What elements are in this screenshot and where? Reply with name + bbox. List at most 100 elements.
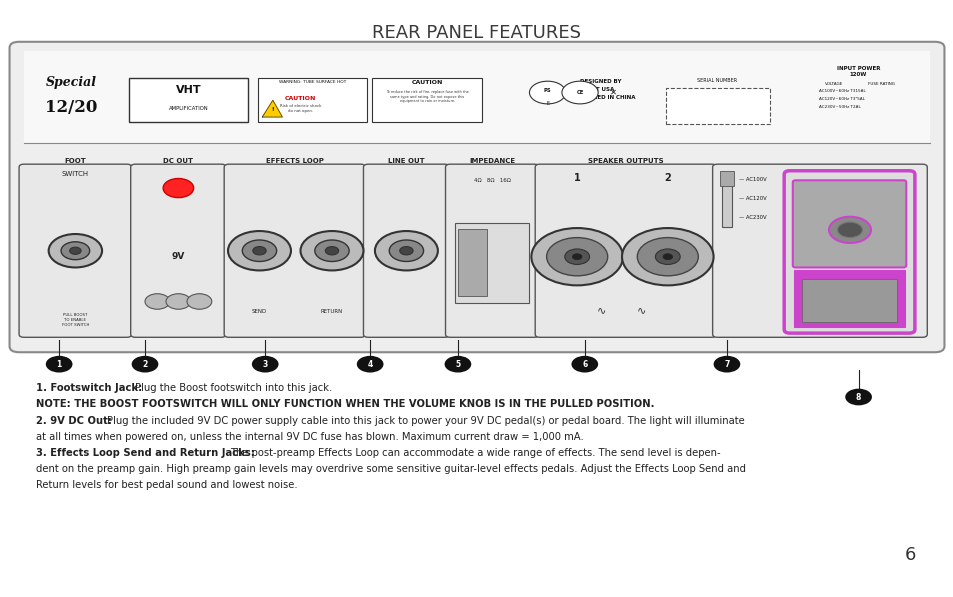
Circle shape (61, 242, 90, 260)
Text: at all times when powered on, unless the internal 9V DC fuse has blown. Maximum : at all times when powered on, unless the… (36, 432, 583, 442)
Text: EFFECTS LOOP: EFFECTS LOOP (266, 158, 323, 164)
FancyBboxPatch shape (720, 171, 733, 186)
Text: SEND: SEND (252, 309, 267, 314)
Text: 4Ω   8Ω   16Ω: 4Ω 8Ω 16Ω (474, 178, 510, 183)
Text: — AC120V: — AC120V (739, 196, 766, 201)
Text: PS: PS (543, 88, 551, 93)
Circle shape (70, 247, 81, 254)
Text: DESIGNED BY
VHT USA
HANDWIRED IN CHINA: DESIGNED BY VHT USA HANDWIRED IN CHINA (566, 79, 635, 100)
FancyBboxPatch shape (363, 164, 449, 337)
Text: 6: 6 (581, 359, 587, 369)
Text: 4: 4 (367, 359, 373, 369)
Text: AC230V~50Hz T2AL: AC230V~50Hz T2AL (818, 105, 860, 109)
Text: 1: 1 (573, 173, 580, 183)
Circle shape (145, 294, 170, 309)
Circle shape (444, 356, 471, 373)
Text: DC OUT: DC OUT (163, 158, 193, 164)
Text: SPEAKER OUTPUTS: SPEAKER OUTPUTS (587, 158, 663, 164)
Text: AC120V~60Hz T3²5AL: AC120V~60Hz T3²5AL (818, 97, 863, 101)
Text: ∿: ∿ (636, 306, 645, 315)
Text: 3. Effects Loop Send and Return Jacks:: 3. Effects Loop Send and Return Jacks: (36, 448, 258, 458)
Circle shape (571, 356, 598, 373)
Text: CAUTION: CAUTION (412, 80, 442, 85)
Text: To reduce the risk of fire, replace fuse with the
same type and rating. Do not e: To reduce the risk of fire, replace fuse… (386, 90, 468, 103)
FancyBboxPatch shape (535, 164, 716, 337)
FancyBboxPatch shape (721, 173, 731, 227)
Text: FUSE RATING: FUSE RATING (867, 82, 894, 85)
Text: 2: 2 (142, 359, 148, 369)
Circle shape (713, 356, 740, 373)
FancyBboxPatch shape (793, 270, 904, 327)
Text: E: E (545, 101, 549, 106)
Text: SWITCH: SWITCH (62, 171, 89, 177)
Circle shape (356, 356, 383, 373)
Circle shape (252, 356, 278, 373)
Circle shape (163, 179, 193, 198)
Text: — AC100V: — AC100V (739, 177, 766, 181)
Text: VHT: VHT (176, 85, 201, 94)
Circle shape (844, 389, 871, 405)
Text: SERIAL NUMBER: SERIAL NUMBER (697, 78, 737, 83)
Polygon shape (262, 100, 282, 117)
Text: 5: 5 (455, 359, 460, 369)
Circle shape (49, 234, 102, 267)
Text: Plug the included 9V DC power supply cable into this jack to power your 9V DC pe: Plug the included 9V DC power supply cab… (107, 416, 744, 426)
FancyBboxPatch shape (457, 229, 486, 296)
Circle shape (389, 240, 423, 261)
Text: 9V: 9V (172, 252, 185, 261)
Circle shape (132, 356, 158, 373)
FancyBboxPatch shape (224, 164, 365, 337)
Circle shape (662, 254, 672, 260)
Text: !: ! (272, 107, 274, 112)
Text: REAR PANEL FEATURES: REAR PANEL FEATURES (372, 24, 581, 42)
Circle shape (637, 238, 698, 276)
Circle shape (531, 228, 622, 285)
FancyBboxPatch shape (665, 88, 769, 124)
Circle shape (325, 247, 338, 255)
FancyBboxPatch shape (712, 164, 926, 337)
Text: NOTE: THE BOOST FOOTSWITCH WILL ONLY FUNCTION WHEN THE VOLUME KNOB IS IN THE PUL: NOTE: THE BOOST FOOTSWITCH WILL ONLY FUN… (36, 399, 654, 410)
Text: Return levels for best pedal sound and lowest noise.: Return levels for best pedal sound and l… (36, 480, 297, 490)
Text: 2. 9V DC Out:: 2. 9V DC Out: (36, 416, 115, 426)
Circle shape (253, 247, 266, 255)
Text: ∿: ∿ (596, 306, 605, 315)
Circle shape (564, 249, 589, 264)
Circle shape (399, 247, 413, 255)
FancyBboxPatch shape (372, 78, 481, 122)
FancyBboxPatch shape (455, 223, 528, 303)
FancyBboxPatch shape (131, 164, 226, 337)
FancyBboxPatch shape (445, 164, 538, 337)
Circle shape (837, 222, 862, 238)
FancyBboxPatch shape (24, 51, 929, 143)
Text: INPUT POWER
120W: INPUT POWER 120W (836, 66, 880, 77)
Text: WARNING: TUBE SURFACE HOT: WARNING: TUBE SURFACE HOT (279, 81, 346, 84)
Text: 6: 6 (903, 546, 915, 564)
Text: LINE OUT: LINE OUT (388, 158, 424, 164)
Text: IMPEDANCE: IMPEDANCE (469, 158, 515, 164)
FancyBboxPatch shape (129, 78, 248, 122)
Text: 3: 3 (262, 359, 268, 369)
Circle shape (828, 217, 870, 243)
Circle shape (46, 356, 72, 373)
FancyBboxPatch shape (257, 78, 367, 122)
Circle shape (228, 231, 291, 270)
Text: Special: Special (46, 76, 97, 89)
Circle shape (187, 294, 212, 309)
Text: 7: 7 (723, 359, 729, 369)
Text: dent on the preamp gain. High preamp gain levels may overdrive some sensitive gu: dent on the preamp gain. High preamp gai… (36, 464, 745, 474)
FancyBboxPatch shape (19, 164, 132, 337)
Text: 1. Footswitch Jack:: 1. Footswitch Jack: (36, 383, 146, 393)
Text: 12/20: 12/20 (46, 99, 97, 116)
Circle shape (166, 294, 191, 309)
Text: AC100V~60Hz T315AL: AC100V~60Hz T315AL (818, 90, 864, 93)
Circle shape (314, 240, 349, 261)
Circle shape (572, 254, 581, 260)
Text: FOOT: FOOT (65, 158, 86, 164)
Text: CAUTION: CAUTION (285, 96, 315, 101)
Circle shape (546, 238, 607, 276)
Circle shape (561, 81, 598, 104)
Circle shape (621, 228, 713, 285)
FancyBboxPatch shape (10, 42, 943, 352)
Circle shape (529, 81, 565, 104)
Circle shape (242, 240, 276, 261)
